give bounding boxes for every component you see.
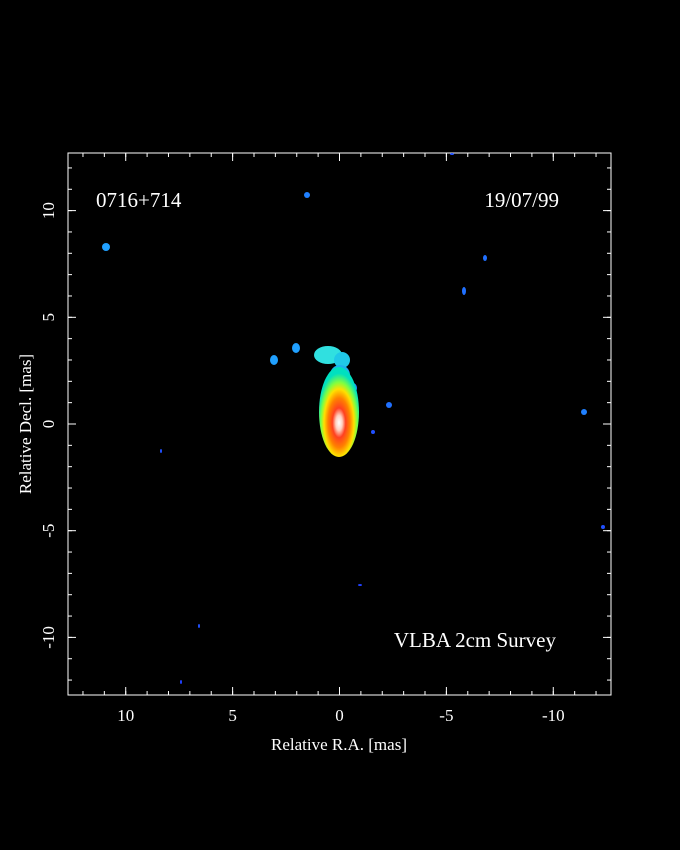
x-tick-label: 0 [335,706,344,725]
source-name: 0716+714 [96,188,182,212]
blob [180,680,182,684]
blob [386,402,392,408]
x-tick-label: 10 [117,706,134,725]
survey-label: VLBA 2cm Survey [394,628,557,652]
blob [292,343,300,353]
y-tick-label: 0 [39,420,58,429]
blob [160,449,162,453]
blob [450,153,454,155]
blob [198,624,200,628]
epoch: 19/07/99 [484,188,559,212]
x-axis-label: Relative R.A. [mas] [271,735,407,754]
y-tick-label: 10 [39,202,58,219]
y-tick-label: -10 [39,626,58,649]
y-tick-label: -5 [39,524,58,538]
x-tick-label: -10 [542,706,565,725]
blob [371,430,375,434]
x-tick-label: -5 [439,706,453,725]
blob [462,287,466,295]
blob [358,584,362,586]
y-tick-label: 5 [39,313,58,322]
jet-blob [334,352,350,368]
image-features [102,153,605,684]
x-tick-label: 5 [228,706,237,725]
y-axis-label: Relative Decl. [mas] [16,354,35,494]
core [319,367,359,457]
blob [483,255,487,261]
blob [601,525,605,529]
blob [102,243,110,251]
blob [581,409,587,415]
blob [304,192,310,198]
blob [270,355,278,365]
